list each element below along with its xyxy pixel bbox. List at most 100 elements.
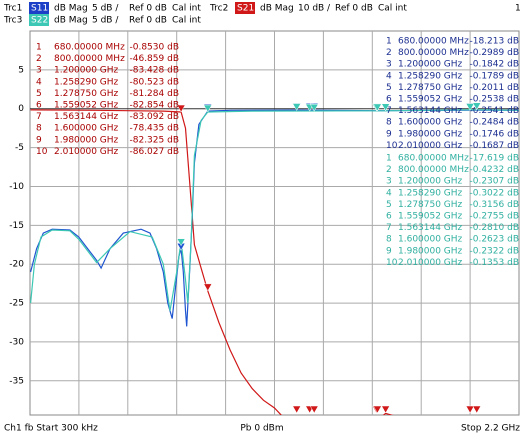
trace-name: Trc3: [3, 16, 22, 26]
marker-triangle: [309, 405, 319, 414]
marker-value: -0.1789 dB: [470, 71, 520, 81]
marker-value: -0.1353 dB: [470, 258, 520, 268]
trace-cal: Cal int: [172, 4, 201, 14]
marker-id: 5: [386, 83, 392, 93]
footer-stop: Stop 2.2 GHz: [461, 424, 520, 434]
marker-value: -86.027 dB: [130, 147, 180, 157]
marker-freq: 800.00000 MHz: [398, 165, 469, 175]
trace-param: S22: [31, 16, 48, 26]
marker-id: 6: [386, 95, 392, 105]
marker-id: 4: [386, 188, 392, 198]
marker-freq: 1.258290 GHz: [398, 188, 463, 198]
marker-freq: 1.278750 GHz: [398, 200, 463, 210]
marker-triangle: [292, 103, 302, 112]
marker-triangle: [472, 102, 482, 111]
marker-triangle: [381, 103, 391, 112]
marker-id: 8: [386, 235, 392, 245]
param-box: [235, 2, 255, 14]
marker-id: 6: [36, 101, 42, 111]
param-box: [29, 2, 49, 14]
marker-freq: 800.00000 MHz: [54, 54, 125, 64]
y-tick-label: -30: [9, 337, 24, 347]
marker-id: 8: [36, 124, 42, 134]
marker-freq: 680.00000 MHz: [54, 43, 125, 53]
marker-id: 2: [386, 165, 392, 175]
marker-triangle: [465, 405, 475, 414]
marker-triangle: [372, 103, 382, 112]
marker-value: -83.428 dB: [130, 66, 180, 76]
marker-value: -78.435 dB: [130, 124, 180, 134]
marker-id: 7: [386, 106, 392, 116]
marker-value: -0.1687 dB: [470, 141, 520, 151]
marker-freq: 1.200000 GHz: [54, 66, 119, 76]
marker-freq: 1.559052 GHz: [398, 212, 463, 222]
marker-id: 9: [386, 129, 392, 139]
marker-triangle: [465, 103, 475, 112]
trace-ref: Ref 0 dB: [129, 4, 167, 14]
marker-value: -83.092 dB: [130, 112, 180, 122]
trace-line: [30, 109, 519, 311]
traces: [30, 109, 519, 415]
marker-id: 2: [386, 48, 392, 58]
trace-scale: 5 dB /: [92, 4, 119, 14]
marker-freq: 1.559052 GHz: [54, 101, 119, 111]
marker-id: 4: [386, 71, 392, 81]
marker-freq: 1.559052 GHz: [398, 95, 463, 105]
marker-triangle: [381, 405, 391, 414]
footer-power: Pb 0 dBm: [240, 424, 283, 434]
marker-triangle: [472, 405, 482, 414]
y-tick-label: -15: [9, 221, 24, 231]
marker-freq: 1.258290 GHz: [398, 71, 463, 81]
marker-value: -17.619 dB: [470, 154, 520, 164]
trace-line: [30, 109, 394, 415]
marker-id: 8: [386, 118, 392, 128]
marker-value: -0.2541 dB: [470, 106, 520, 116]
trace-scale: 5 dB /: [92, 16, 119, 26]
marker-freq: 1.258290 GHz: [54, 77, 119, 87]
marker-freq: 1.200000 GHz: [398, 177, 463, 187]
trace-ref: Ref 0 dB: [129, 16, 167, 26]
y-tick-label: 5: [18, 65, 24, 75]
marker-freq: 1.563144 GHz: [398, 106, 463, 116]
marker-id: 1: [36, 43, 42, 53]
marker-id: 3: [386, 177, 392, 187]
marker-triangle: [292, 405, 302, 414]
marker-value: -0.2755 dB: [470, 212, 520, 222]
marker-id: 1: [386, 154, 392, 164]
marker-freq: 680.00000 MHz: [398, 37, 469, 47]
y-tick-label: -25: [9, 299, 24, 309]
marker-value: -80.523 dB: [130, 77, 180, 87]
marker-id: 5: [36, 89, 42, 99]
trace-cal: Cal int: [172, 16, 201, 26]
marker-value: -0.2538 dB: [470, 95, 520, 105]
marker-triangle: [203, 283, 213, 292]
marker-value: -18.213 dB: [470, 37, 520, 47]
marker-id: 9: [386, 246, 392, 256]
marker-id: 3: [386, 60, 392, 70]
marker-value: -82.325 dB: [130, 135, 180, 145]
marker-freq: 1.563144 GHz: [398, 223, 463, 233]
marker-value: -0.2307 dB: [470, 177, 520, 187]
marker-freq: 1.600000 GHz: [54, 124, 119, 134]
trace-param: S21: [237, 4, 254, 14]
y-tick-label: 0: [18, 104, 24, 114]
marker-id: 5: [386, 200, 392, 210]
marker-freq: 1.278750 GHz: [54, 89, 119, 99]
trace-format: dB Mag: [54, 4, 88, 14]
marker-id: 10: [386, 258, 398, 268]
marker-id: 10: [386, 141, 398, 151]
marker-freq: 1.278750 GHz: [398, 83, 463, 93]
trace-cal: Cal int: [378, 4, 407, 14]
marker-freq: 2.010000 GHz: [398, 258, 463, 268]
param-box: [29, 14, 49, 26]
marker-value: -46.859 dB: [130, 54, 180, 64]
y-tick-label: -20: [9, 260, 24, 270]
trace-ref: Ref 0 dB: [335, 4, 373, 14]
footer-start: Ch1 fb Start 300 kHz: [4, 424, 98, 434]
marker-freq: 2.010000 GHz: [54, 147, 119, 157]
marker-id: 10: [36, 147, 48, 157]
marker-value: -0.3156 dB: [470, 200, 520, 210]
marker-freq: 2.010000 GHz: [398, 141, 463, 151]
marker-value: -0.2011 dB: [470, 83, 520, 93]
